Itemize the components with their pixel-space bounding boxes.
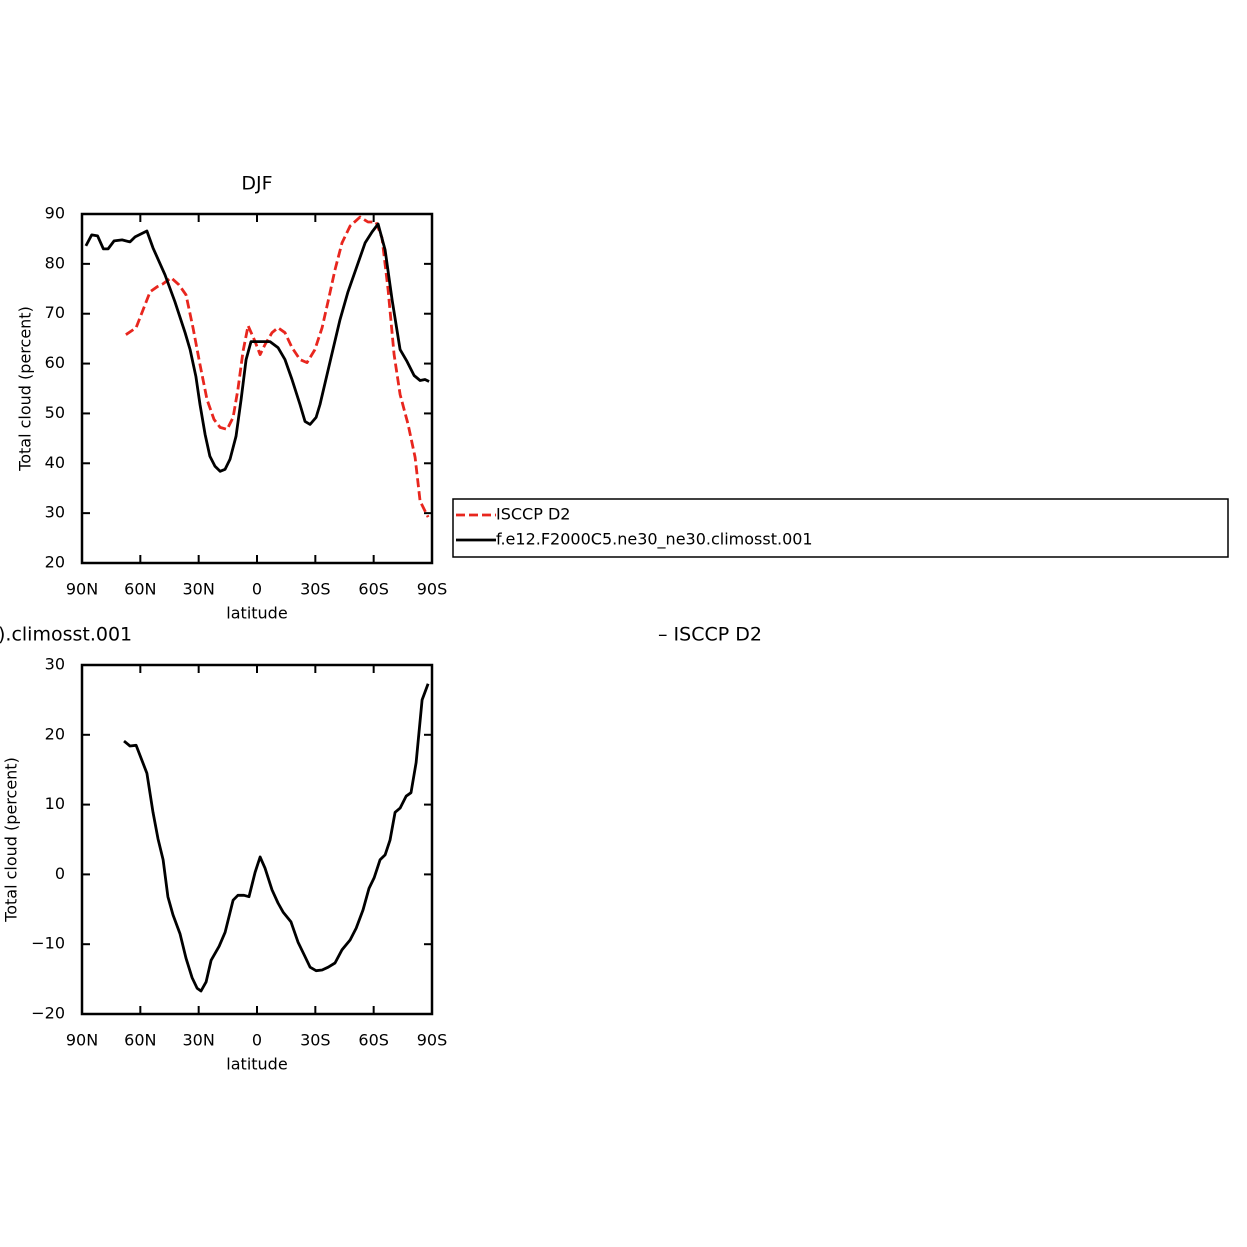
y-tick-label: 40 <box>45 453 65 472</box>
y-tick-label: 90 <box>45 204 65 223</box>
series-line <box>84 222 430 473</box>
y-tick-label: 70 <box>45 303 65 322</box>
series-line <box>123 683 430 993</box>
series-line <box>125 215 430 518</box>
plot-frame <box>80 212 434 565</box>
legend-label: ISCCP D2 <box>496 505 570 524</box>
y-tick-label: 20 <box>45 553 65 572</box>
x-axis-label: latitude <box>226 1055 287 1074</box>
x-tick-label: 90S <box>417 1031 448 1050</box>
x-tick-label: 30N <box>183 1031 215 1050</box>
x-tick-label: 60S <box>358 580 389 599</box>
x-tick-label: 30N <box>183 580 215 599</box>
y-axis-label: Total cloud (percent) <box>16 306 35 472</box>
y-tick-label: 50 <box>45 403 65 422</box>
y-tick-label: 20 <box>45 724 65 743</box>
legend-label: f.e12.F2000C5.ne30_ne30.climosst.001 <box>496 530 813 550</box>
y-axis-label: Total cloud (percent) <box>2 757 21 923</box>
chart-title: – ISCCP D2 <box>658 624 762 646</box>
y-tick-label: 80 <box>45 253 65 272</box>
y-tick-label: 30 <box>45 655 65 674</box>
plot-frame <box>80 663 434 1016</box>
x-tick-label: 30S <box>300 1031 331 1050</box>
x-tick-label: 60N <box>124 1031 156 1050</box>
x-tick-label: 0 <box>252 580 262 599</box>
y-tick-label: −10 <box>31 934 65 953</box>
x-axis-label: latitude <box>226 604 287 623</box>
x-tick-label: 0 <box>252 1031 262 1050</box>
x-tick-label: 30S <box>300 580 331 599</box>
x-tick-label: 60S <box>358 1031 389 1050</box>
y-tick-label: 60 <box>45 353 65 372</box>
x-tick-label: 90S <box>417 580 448 599</box>
y-tick-label: 0 <box>55 864 65 883</box>
x-tick-label: 90N <box>66 580 98 599</box>
y-tick-label: −20 <box>31 1004 65 1023</box>
legend-box <box>452 498 1229 558</box>
y-tick-label: 30 <box>45 503 65 522</box>
chart-title: ).climosst.001 <box>0 624 132 646</box>
y-tick-label: 10 <box>45 794 65 813</box>
x-tick-label: 90N <box>66 1031 98 1050</box>
chart-title: DJF <box>241 173 272 195</box>
x-tick-label: 60N <box>124 580 156 599</box>
